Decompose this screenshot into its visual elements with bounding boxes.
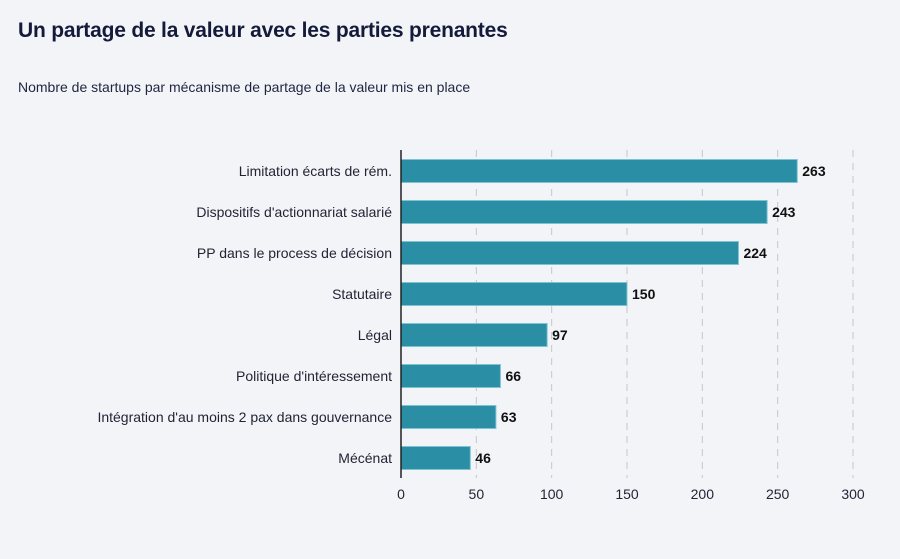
data-label: 63: [501, 409, 517, 425]
bar: [400, 159, 798, 183]
category-label: Intégration d'au moins 2 pax dans gouver…: [97, 409, 392, 425]
data-label: 263: [802, 163, 826, 179]
bar: [400, 446, 471, 470]
category-label: Dispositifs d'actionnariat salarié: [196, 204, 392, 220]
data-label: 150: [632, 286, 656, 302]
category-label: PP dans le process de décision: [197, 245, 392, 261]
data-label: 66: [505, 368, 521, 384]
category-label: Mécénat: [338, 450, 392, 466]
x-tick-label: 0: [397, 486, 405, 502]
bar: [400, 241, 739, 265]
data-label: 46: [475, 450, 491, 466]
bar: [400, 200, 768, 224]
bar: [400, 364, 501, 388]
category-label: Limitation écarts de rém.: [239, 163, 392, 179]
category-label: Statutaire: [332, 286, 392, 302]
x-tick-label: 50: [469, 486, 485, 502]
bar: [400, 282, 628, 306]
category-label: Politique d'intéressement: [236, 368, 392, 384]
x-tick-label: 100: [540, 486, 564, 502]
chart-subtitle: Nombre de startups par mécanisme de part…: [18, 79, 471, 95]
x-tick-label: 300: [841, 486, 865, 502]
chart-title: Un partage de la valeur avec les parties…: [18, 19, 508, 42]
x-tick-label: 150: [615, 486, 639, 502]
data-label: 97: [552, 327, 568, 343]
data-label: 224: [743, 245, 767, 261]
data-label: 243: [772, 204, 796, 220]
x-tick-label: 250: [766, 486, 790, 502]
category-label: Légal: [358, 327, 392, 343]
bar: [400, 405, 497, 429]
bar: [400, 323, 548, 347]
x-tick-label: 200: [691, 486, 715, 502]
